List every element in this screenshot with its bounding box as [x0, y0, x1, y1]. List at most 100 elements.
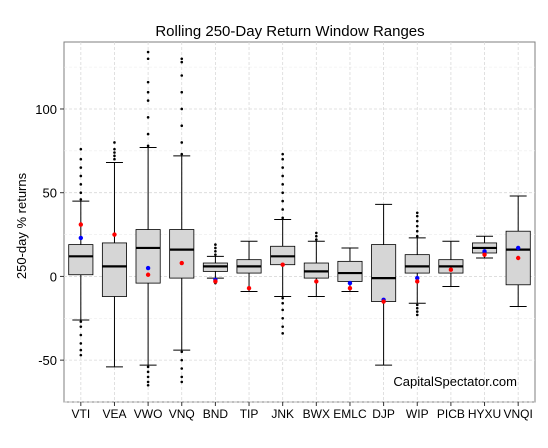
- red-marker: [145, 272, 151, 277]
- x-tick-label: TIP: [240, 407, 259, 421]
- x-tick-label: EMLC: [333, 407, 367, 421]
- y-tick-label: -50: [38, 353, 57, 368]
- outlier-point: [415, 219, 419, 223]
- outlier-point: [415, 313, 419, 317]
- outlier-point: [146, 144, 150, 148]
- outlier-point: [281, 216, 284, 220]
- box-picb: [438, 240, 464, 287]
- iqr-box: [404, 254, 430, 274]
- red-marker: [213, 279, 218, 284]
- outlier-point: [79, 191, 83, 194]
- outlier-point: [146, 375, 150, 379]
- box-jnk: [270, 152, 296, 335]
- y-axis-ticks: -50 0 50 100: [35, 102, 64, 368]
- red-marker: [280, 262, 285, 267]
- outlier-point: [79, 333, 83, 337]
- iqr-box: [101, 242, 127, 297]
- outlier-point: [281, 316, 284, 320]
- red-marker: [415, 279, 420, 284]
- box-vea: [101, 141, 127, 368]
- outlier-point: [146, 365, 150, 369]
- outlier-point: [315, 231, 318, 235]
- blue-marker: [78, 235, 84, 241]
- y-tick-label: 50: [43, 186, 57, 201]
- x-tick-label: VNQI: [504, 407, 533, 421]
- x-tick-label: WIP: [406, 407, 429, 421]
- outlier-point: [180, 90, 184, 94]
- outlier-point: [415, 303, 419, 307]
- outlier-point: [79, 325, 83, 328]
- x-tick-label: JNK: [271, 407, 294, 421]
- outlier-point: [79, 157, 83, 161]
- outlier-point: [113, 154, 116, 158]
- outlier-point: [146, 50, 150, 54]
- x-tick-label: DJP: [372, 407, 395, 421]
- red-marker: [112, 232, 117, 237]
- outlier-point: [180, 57, 184, 61]
- box-bnd: [202, 243, 228, 285]
- outlier-point: [281, 308, 284, 312]
- red-marker: [381, 299, 386, 304]
- outlier-point: [281, 325, 284, 328]
- outlier-point: [180, 107, 184, 111]
- outlier-point: [146, 383, 150, 387]
- box-djp: [371, 203, 397, 366]
- box-wip: [404, 211, 430, 317]
- box-tip: [236, 240, 262, 292]
- blue-marker: [145, 265, 151, 271]
- x-tick-label: BND: [203, 407, 229, 421]
- plot-area: [63, 41, 536, 403]
- outlier-point: [113, 141, 116, 144]
- outlier-point: [180, 141, 184, 144]
- outlier-point: [146, 116, 150, 119]
- outlier-point: [79, 198, 83, 201]
- red-marker: [78, 222, 84, 227]
- outlier-point: [180, 124, 184, 128]
- x-tick-label: VEA: [102, 407, 126, 421]
- outlier-point: [79, 183, 83, 186]
- y-tick-label: 0: [50, 269, 57, 284]
- box-vnq: [169, 57, 195, 384]
- red-marker: [246, 285, 252, 291]
- outlier-point: [113, 151, 116, 154]
- red-marker: [482, 252, 487, 257]
- y-axis-label: 250-day % returns: [14, 172, 29, 279]
- x-tick-label: PICB: [437, 407, 465, 421]
- iqr-box: [169, 229, 195, 279]
- outlier-point: [79, 348, 83, 352]
- outlier-point: [180, 380, 184, 384]
- outlier-point: [146, 99, 150, 102]
- outlier-point: [180, 358, 184, 362]
- outlier-point: [79, 174, 83, 178]
- red-marker: [448, 267, 454, 272]
- outlier-point: [79, 147, 83, 151]
- red-marker: [314, 279, 319, 284]
- outlier-point: [315, 238, 318, 241]
- box-hyxu: [472, 235, 498, 259]
- iqr-box: [68, 244, 94, 276]
- outlier-point: [315, 234, 318, 238]
- outlier-point: [281, 296, 284, 300]
- outlier-point: [146, 80, 150, 84]
- blue-marker: [515, 245, 521, 251]
- outlier-point: [214, 253, 217, 256]
- box-vnqi: [505, 195, 531, 308]
- outlier-point: [281, 174, 284, 178]
- outlier-point: [79, 166, 83, 169]
- outlier-point: [415, 310, 419, 313]
- x-tick-label: BWX: [303, 407, 330, 421]
- box-vwo: [135, 50, 161, 387]
- red-marker: [179, 260, 184, 266]
- outlier-point: [281, 199, 284, 203]
- outlier-point: [281, 152, 284, 156]
- outlier-point: [214, 246, 217, 250]
- box-bwx: [303, 231, 329, 298]
- outlier-point: [79, 320, 83, 323]
- outlier-point: [180, 367, 184, 370]
- outlier-point: [281, 183, 284, 186]
- outlier-point: [180, 74, 184, 77]
- outlier-point: [281, 208, 284, 211]
- iqr-box: [337, 260, 363, 282]
- outlier-point: [146, 370, 150, 374]
